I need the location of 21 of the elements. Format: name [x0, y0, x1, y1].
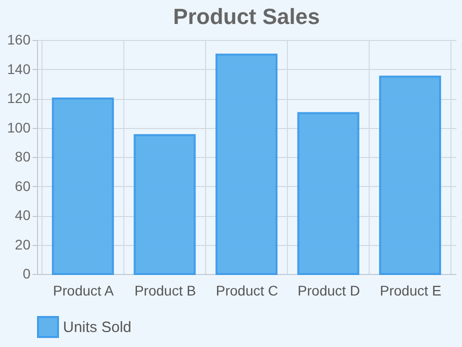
y-tick-label: 160 [7, 32, 31, 48]
x-tick-label: Product C [216, 282, 278, 298]
y-tick-label: 60 [14, 178, 31, 194]
x-tick-label: Product E [380, 282, 442, 298]
bar [134, 134, 196, 275]
y-tick-label: 0 [22, 266, 31, 282]
x-tick-label: Product B [134, 282, 196, 298]
y-tick-label: 140 [7, 60, 31, 77]
bar [216, 54, 278, 275]
bar [379, 76, 442, 275]
y-tick-label: 40 [14, 207, 31, 223]
x-tick-label: Product A [53, 282, 114, 298]
bar [52, 98, 114, 275]
y-tick-label: 80 [14, 148, 31, 164]
chart-title: Product Sales [173, 4, 320, 29]
bar [297, 112, 360, 275]
y-tick-label: 100 [7, 119, 31, 136]
y-tick-label: 20 [14, 236, 31, 252]
x-tick-label: Product D [298, 282, 360, 298]
legend-label: Units Sold [63, 319, 132, 336]
y-tick-label: 120 [7, 90, 31, 106]
